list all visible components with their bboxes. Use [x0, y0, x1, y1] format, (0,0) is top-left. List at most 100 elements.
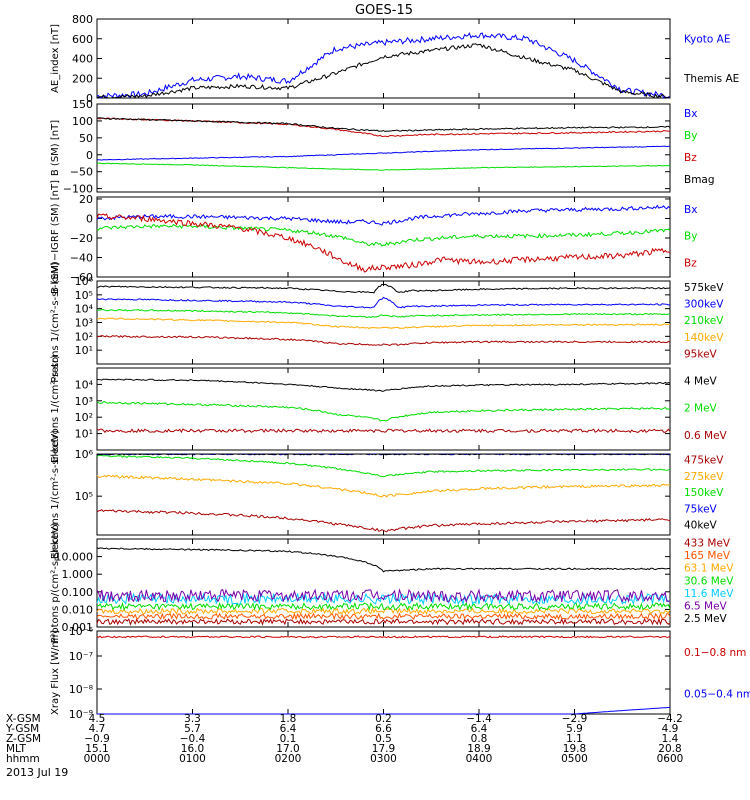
y-axis-label: Protons p/(cm²-s-sr-keV): [50, 523, 61, 644]
legend-entry: 210keV: [684, 315, 724, 327]
legend-entry: 575keV: [684, 282, 724, 294]
y-tick-label: −60: [70, 271, 93, 284]
x-row-value: 0500: [561, 753, 588, 765]
y-tick-label: 10.000: [55, 551, 94, 564]
series-line: [96, 204, 671, 226]
legend-entry: Bx: [684, 108, 697, 120]
x-row-label: Z-GSM: [6, 733, 41, 745]
y-tick-label: −50: [70, 166, 93, 179]
y-tick-label: 10⁻⁸: [69, 683, 94, 696]
series-line: [97, 317, 671, 330]
x-row-value: 0400: [466, 753, 493, 765]
y-tick-label: 0.100: [62, 586, 94, 599]
y-tick-label: 0.010: [62, 603, 94, 616]
y-tick-label: 10³: [75, 317, 93, 330]
legend-entry: 30.6 MeV: [684, 575, 734, 587]
series-line: [96, 32, 671, 100]
x-row-value: −0.4: [180, 733, 206, 745]
x-row-value: 0.1: [280, 733, 297, 745]
x-row-value: 0000: [84, 753, 111, 765]
legend-entry: 165 MeV: [684, 550, 731, 562]
series-line: [96, 117, 671, 133]
legend-entry: Themis AE: [683, 73, 739, 85]
x-row-value: 0600: [657, 753, 684, 765]
panel-electrons_kev: 10⁵ 10⁶ Electrons 1/(cm²-s-sr-keV) 475keV 27…: [50, 430, 724, 559]
legend-entry: 4 MeV: [684, 375, 718, 387]
series-line: [96, 378, 671, 392]
y-axis-label: B (SM)−IGRF (SM) [nT]: [50, 180, 61, 294]
y-tick-label: 0: [86, 212, 93, 225]
panel-frame: [96, 280, 671, 365]
x-row-value: 18.9: [467, 743, 490, 755]
x-row-value: 3.3: [184, 713, 201, 725]
y-tick-label: 10⁻⁶: [69, 625, 94, 638]
y-tick-label: 10⁻⁷: [69, 650, 93, 663]
series-line: [96, 635, 671, 639]
panel-frame: [96, 453, 671, 536]
x-row-value: −1.4: [466, 713, 492, 725]
y-tick-label: 10⁻⁹: [69, 708, 93, 721]
legend-entry: 95keV: [684, 348, 718, 360]
x-row-value: 0100: [179, 753, 206, 765]
y-axis-label: AE_index [nT]: [50, 24, 61, 93]
legend-entry: 75keV: [684, 503, 718, 515]
x-row-value: 19.8: [563, 743, 586, 755]
y-tick-label: 10⁴: [75, 378, 94, 391]
legend-entry: 475keV: [684, 455, 724, 467]
y-tick-label: 150: [72, 98, 93, 111]
y-tick-label: 1.000: [62, 568, 94, 581]
legend-entry: 63.1 MeV: [684, 563, 734, 575]
legend-entry: Bmag: [684, 174, 715, 186]
legend-entry: 6.5 MeV: [684, 600, 728, 612]
x-row-value: 5.7: [184, 723, 201, 735]
series-line: [96, 428, 671, 434]
x-row-value: 0.8: [471, 733, 488, 745]
y-tick-label: 100: [72, 115, 93, 128]
x-row-value: 6.6: [375, 723, 392, 735]
series-line: [96, 617, 671, 626]
y-axis-label: Electrons 1/(cm²-s-sr): [50, 355, 61, 463]
y-tick-label: 0: [86, 149, 93, 162]
series-line: [96, 601, 671, 612]
x-row-value: 20.8: [658, 743, 681, 755]
y-tick-label: 10¹: [75, 344, 93, 357]
legend-entry: 0.05−0.4 nm: [684, 688, 750, 700]
legend-entry: 11.6 MeV: [684, 588, 734, 600]
x-row-value: 5.9: [566, 723, 583, 735]
y-tick-label: 10²: [75, 411, 93, 424]
x-row-value: 4.9: [662, 723, 679, 735]
series-line: [96, 453, 670, 456]
x-row-value: 0.2: [375, 713, 392, 725]
legend-entry: By: [684, 130, 697, 142]
x-axis-table: X-GSM 4.5 3.3 1.8 0.2 −1.4 −2.9 −4.2 Y-GSM 4.7 5.7…: [5, 713, 683, 765]
y-tick-label: 800: [72, 13, 93, 26]
series-line: [96, 117, 671, 138]
series-line: [96, 509, 671, 533]
y-tick-label: −100: [63, 183, 93, 196]
y-tick-label: −20: [70, 232, 93, 245]
series-line: [96, 474, 670, 498]
legend-entry: 2 MeV: [684, 403, 718, 415]
panel-electrons_mev: 10¹ 10² 10³ 10⁴ Electrons 1/(cm²-s-sr) 4 MeV 2…: [50, 355, 728, 463]
legend-entry: Kyoto AE: [684, 34, 730, 46]
x-row-value: 4.5: [89, 713, 106, 725]
y-tick-label: 0.001: [62, 621, 94, 634]
legend-entry: Bz: [684, 257, 697, 269]
x-row-value: 0.5: [375, 733, 392, 745]
y-tick-label: 10²: [75, 330, 93, 343]
x-row-value: 6.4: [471, 723, 488, 735]
x-row-value: −0.9: [84, 733, 110, 745]
x-row-label: hhmm: [6, 753, 40, 765]
legend-entry: 0.1−0.8 nm: [684, 647, 746, 659]
y-tick-label: 600: [72, 33, 93, 46]
series-line: [97, 334, 671, 346]
legend-entry: 2.5 MeV: [684, 613, 728, 625]
series-line: [96, 547, 670, 573]
series-line: [96, 454, 671, 478]
x-row-value: 4.7: [89, 723, 106, 735]
panel-frame: [96, 630, 671, 715]
legend-entry: 40keV: [684, 520, 718, 532]
y-axis-label: Protons 1/(cm²-s-sr-keV): [50, 262, 61, 383]
